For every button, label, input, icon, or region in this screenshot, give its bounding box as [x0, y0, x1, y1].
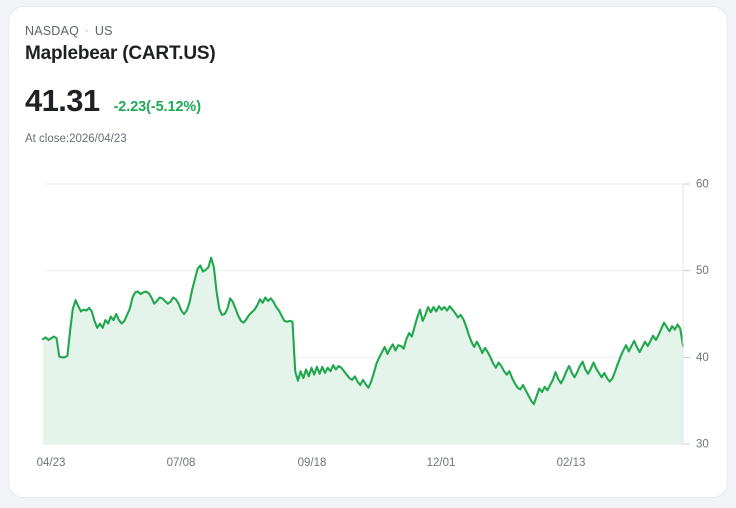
x-tick-label: 07/08	[167, 457, 196, 469]
y-tick-label: 60	[696, 179, 709, 191]
y-tick-label: 30	[696, 439, 709, 451]
price-line	[41, 256, 685, 406]
separator-dot: ·	[85, 24, 89, 37]
x-tick-label: 09/18	[298, 457, 327, 469]
y-tick-label: 50	[696, 265, 709, 277]
price-line-path	[41, 256, 685, 406]
x-tick-label: 02/13	[557, 457, 586, 469]
x-tick-label: 12/01	[427, 457, 456, 469]
price-change: -2.23(-5.12%)	[113, 99, 201, 115]
price-area-path	[43, 257, 683, 444]
market-status: At close:2026/04/23	[25, 133, 127, 145]
x-tick-label: 04/23	[37, 457, 66, 469]
price-area-fill	[43, 257, 683, 444]
exchange-label: NASDAQ	[25, 24, 79, 38]
x-axis: 04/23 07/08 09/18 12/01 02/13	[37, 457, 586, 469]
y-tick-label: 40	[696, 352, 709, 364]
price-row: 41.31 -2.23(-5.12%)	[25, 83, 711, 119]
y-axis: 30 40 50 60	[682, 179, 709, 451]
current-price: 41.31	[25, 83, 100, 118]
quote-header: NASDAQ · US Maplebear (CART.US) 41.31 -2…	[9, 7, 727, 147]
price-chart[interactable]: 30 40 50 60 04/23 07/08 09/18 12/01 02/13	[9, 163, 728, 483]
price-chart-svg[interactable]: 30 40 50 60 04/23 07/08 09/18 12/01 02/13	[9, 163, 728, 483]
stock-quote-card: NASDAQ · US Maplebear (CART.US) 41.31 -2…	[8, 6, 728, 498]
exchange-region-line: NASDAQ · US	[25, 23, 711, 39]
page-title: Maplebear (CART.US)	[25, 43, 216, 64]
region-label: US	[94, 24, 113, 38]
